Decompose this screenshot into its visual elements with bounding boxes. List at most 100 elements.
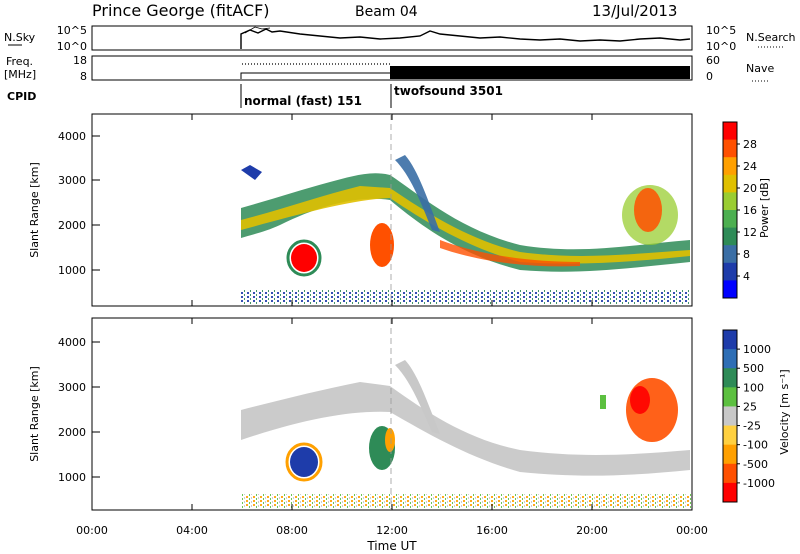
velocity-scatter-fleck [600, 395, 606, 409]
time-tick-label: 08:00 [276, 524, 308, 537]
power-colorbar-swatch [723, 227, 737, 246]
power-colorbar-swatch [723, 122, 737, 141]
power-colorbar-tick-label: 8 [743, 248, 750, 261]
beam-label: Beam 04 [355, 4, 418, 20]
power-colorbar-swatch [723, 245, 737, 264]
noise-search-trace [244, 26, 271, 34]
velocity-near-range-speckle [241, 494, 691, 508]
time-tick-label: 04:00 [176, 524, 208, 537]
velocity-ytick-label: 2000 [58, 426, 86, 439]
power-near-range-speckle [241, 290, 691, 304]
velocity-colorbar-swatch [723, 387, 737, 407]
power-late-band-core [634, 188, 662, 232]
power-data-layer [241, 155, 691, 304]
freq-left-tick-top: 18 [73, 54, 87, 67]
velocity-colorbar-tick-label: 100 [743, 381, 764, 394]
power-scatter-fleck [241, 165, 262, 180]
freq-panel: Freq. [MHz] 18 8 60 0 Nave [4, 54, 774, 83]
power-colorbar-tick-label: 28 [743, 138, 757, 151]
velocity-colorbar-label: Velocity [m s⁻¹] [778, 369, 791, 454]
freq-trace-normal [240, 72, 390, 79]
power-colorbar-swatch [723, 280, 737, 299]
noise-left-tick-top: 10^5 [57, 24, 87, 37]
velocity-colorbar-tick-label: 1000 [743, 343, 771, 356]
power-main-band-peak [440, 240, 580, 267]
power-colorbar-swatch [723, 157, 737, 176]
power-colorbar-tick-label: 4 [743, 270, 750, 283]
power-colorbar-swatch [723, 174, 737, 193]
power-plot-frame [91, 113, 693, 307]
freq-trace-twofsound [390, 66, 690, 79]
velocity-colorbar-tick-label: -100 [743, 439, 768, 452]
time-tick-label: 20:00 [576, 524, 608, 537]
time-axis: 00:00 04:00 08:00 12:00 16:00 20:00 00:00 [76, 114, 708, 537]
time-tick-label: 00:00 [676, 524, 708, 537]
cpid-segment-normal: normal (fast) 151 [244, 94, 362, 108]
freq-left-tick-bottom: 8 [80, 70, 87, 83]
power-colorbar-tick-label: 12 [743, 226, 757, 239]
date-label: 13/Jul/2013 [592, 2, 677, 20]
noise-panel-frame [91, 25, 693, 51]
power-arc-1300 [395, 155, 440, 232]
velocity-colorbar-tick-label: 25 [743, 400, 757, 413]
power-colorbar: 28 24 20 16 12 8 4 [722, 121, 757, 299]
power-patch-0800 [291, 244, 317, 272]
freq-label-line1: Freq. [6, 55, 33, 68]
velocity-colorbar-swatch [723, 425, 737, 446]
cpid-panel: CPID normal (fast) 151 twofsound 3501 [7, 84, 503, 108]
power-ylabel: Slant Range [km] [28, 162, 41, 258]
velocity-ytick-label: 3000 [58, 381, 86, 394]
noise-search-label: N.Search [746, 31, 796, 44]
velocity-ground-scatter-band [241, 382, 690, 476]
velocity-ytick-label: 4000 [58, 336, 86, 349]
power-colorbar-tick-label: 20 [743, 182, 757, 195]
velocity-panel: 4000 3000 2000 1000 Slant Range [km] 100… [28, 317, 791, 511]
power-colorbar-swatch [723, 139, 737, 158]
noise-panel: N.Sky 10^5 10^0 10^5 10^0 N.Search [4, 24, 796, 53]
noise-left-tick-bottom: 10^0 [57, 40, 87, 53]
velocity-colorbar-swatch [723, 349, 737, 369]
time-tick-label: 16:00 [476, 524, 508, 537]
freq-panel-frame [91, 55, 693, 81]
velocity-patch-1130-edge [385, 428, 395, 452]
freq-right-tick-top: 60 [706, 54, 720, 67]
velocity-colorbar-swatch [723, 406, 737, 427]
power-panel: 4000 3000 2000 1000 Slant Range [km] 282… [28, 113, 771, 307]
time-tick-label: 00:00 [76, 524, 108, 537]
velocity-colorbar-swatch [723, 368, 737, 388]
velocity-arc-1300 [395, 360, 440, 434]
power-ytick-label: 2000 [58, 219, 86, 232]
velocity-patch-0800 [290, 447, 318, 477]
power-colorbar-swatch [723, 210, 737, 229]
velocity-colorbar-swatch [723, 482, 737, 503]
velocity-patch-0800-edge [285, 442, 323, 482]
power-patch-0800-edge [286, 239, 322, 277]
velocity-ylabel: Slant Range [km] [28, 366, 41, 462]
velocity-colorbar: 1000 500 100 25 -25 -100 -500 -1000 [722, 329, 775, 503]
power-colorbar-tick-label: 24 [743, 160, 757, 173]
velocity-colorbar-swatch [723, 463, 737, 484]
noise-right-tick-bottom: 10^0 [706, 40, 736, 53]
velocity-colorbar-tick-label: -1000 [743, 477, 775, 490]
power-ytick-label: 4000 [58, 130, 86, 143]
velocity-colorbar-frame [722, 329, 738, 503]
time-tick-label: 12:00 [376, 524, 408, 537]
power-ytick-label: 3000 [58, 174, 86, 187]
power-colorbar-label: Power [dB] [758, 178, 771, 238]
nave-label: Nave [746, 62, 774, 75]
velocity-late-band-core [630, 386, 650, 414]
noise-sky-label: N.Sky [4, 31, 36, 44]
time-axis-label: Time UT [366, 539, 417, 553]
velocity-colorbar-tick-label: -25 [743, 420, 761, 433]
freq-label-line2: [MHz] [4, 68, 36, 81]
velocity-colorbar-tick-label: -500 [743, 458, 768, 471]
station-title: Prince George (fitACF) [92, 1, 270, 20]
velocity-ytick-label: 1000 [58, 471, 86, 484]
power-colorbar-tick-label: 16 [743, 204, 757, 217]
velocity-colorbar-swatch [723, 330, 737, 350]
power-ytick-label: 1000 [58, 264, 86, 277]
cpid-segment-twofsound: twofsound 3501 [394, 84, 503, 98]
noise-right-tick-top: 10^5 [706, 24, 736, 37]
velocity-colorbar-swatch [723, 444, 737, 465]
